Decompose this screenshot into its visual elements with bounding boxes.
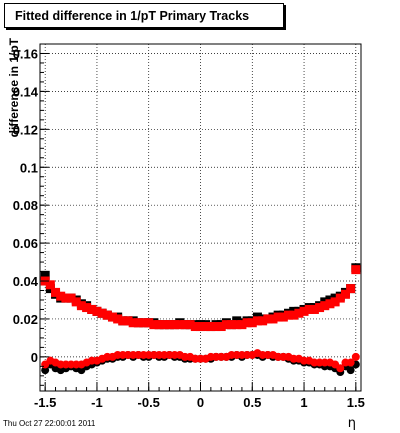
data-point-square xyxy=(315,303,325,313)
data-point-square xyxy=(40,270,50,280)
y-tick-label: 0.12 xyxy=(13,122,38,137)
data-point-square xyxy=(92,306,102,316)
data-point-square xyxy=(71,297,81,307)
data-point-square xyxy=(320,301,330,311)
data-point-circle xyxy=(336,364,345,373)
data-point-square xyxy=(330,297,340,307)
axis-ticks xyxy=(40,52,357,391)
grid-lines xyxy=(40,44,361,391)
x-tick-label: -1 xyxy=(91,395,103,410)
data-point-square xyxy=(268,314,278,324)
data-point-square xyxy=(258,316,268,326)
data-point-square xyxy=(221,320,231,330)
data-point-square xyxy=(299,306,309,316)
x-axis-label: η xyxy=(348,416,356,431)
data-point-square xyxy=(237,320,247,330)
data-point-square xyxy=(304,304,314,314)
data-point-square xyxy=(309,304,319,314)
data-point-square xyxy=(263,314,273,324)
data-point-square xyxy=(351,265,361,275)
x-tick-label: 0.5 xyxy=(243,395,261,410)
data-point-circle xyxy=(351,352,360,361)
data-point-square xyxy=(87,304,97,314)
data-point-square xyxy=(252,316,262,326)
data-point-square xyxy=(175,320,185,330)
data-point-square xyxy=(164,320,174,330)
data-point-square xyxy=(113,314,123,324)
data-point-square xyxy=(82,303,92,313)
data-point-square xyxy=(107,312,117,322)
data-point-square xyxy=(196,322,205,332)
data-point-square xyxy=(284,310,294,320)
y-tick-label: 0.04 xyxy=(13,274,39,289)
tick-labels: -1.5 -1 -0.5 0 0.5 1 1.5 0 0.02 0.04 0.06 0.08 0.1 0.… xyxy=(13,46,365,410)
data-point-square xyxy=(340,289,350,299)
data-point-square xyxy=(139,318,149,328)
data-point-square xyxy=(66,293,76,303)
data-point-square xyxy=(97,308,107,318)
data-point-square xyxy=(159,320,169,330)
data-point-square xyxy=(190,322,200,332)
data-point-square xyxy=(61,293,71,303)
data-point-square xyxy=(170,320,180,330)
data-point-square xyxy=(133,318,143,328)
y-tick-label: 0.14 xyxy=(13,84,39,99)
data-point-square xyxy=(278,312,288,322)
x-tick-label: 1.5 xyxy=(347,395,365,410)
data-point-square xyxy=(273,312,283,322)
data-point-square xyxy=(149,320,159,330)
data-point-square xyxy=(335,293,345,303)
x-tick-label: -1.5 xyxy=(34,395,56,410)
data-point-square xyxy=(56,291,66,301)
data-point-square xyxy=(118,316,128,326)
y-tick-label: 0.06 xyxy=(13,236,38,251)
data-point-square xyxy=(102,310,112,320)
x-tick-label: 0 xyxy=(197,395,204,410)
data-point-square xyxy=(180,320,190,330)
data-point-circle xyxy=(346,358,355,367)
data-point-square xyxy=(123,316,133,326)
y-tick-label: 0.02 xyxy=(13,312,38,327)
data-point-circle xyxy=(41,366,50,375)
chart-title: Fitted difference in 1/pT Primary Tracks xyxy=(15,9,250,23)
data-point-square xyxy=(232,320,242,330)
data-point-square xyxy=(154,320,164,330)
data-points xyxy=(40,263,361,377)
data-point-square xyxy=(325,299,335,309)
data-point-square xyxy=(346,284,356,294)
data-point-square xyxy=(128,318,138,328)
data-point-square xyxy=(185,320,195,330)
data-point-circle xyxy=(346,366,355,375)
data-point-square xyxy=(247,318,257,328)
data-point-square xyxy=(201,322,211,332)
data-point-square xyxy=(227,320,237,330)
data-point-square xyxy=(242,318,252,328)
y-tick-label: 0.08 xyxy=(13,198,38,213)
data-point-square xyxy=(289,310,299,320)
data-point-square xyxy=(51,287,61,297)
x-tick-label: 1 xyxy=(300,395,307,410)
y-tick-label: 0.16 xyxy=(13,46,38,61)
y-tick-label: 0.1 xyxy=(20,160,38,175)
data-point-square xyxy=(211,322,221,332)
y-tick-label: 0 xyxy=(31,350,38,365)
x-tick-label: -0.5 xyxy=(138,395,160,410)
data-point-square xyxy=(294,308,304,318)
chart-title-box: Fitted difference in 1/pT Primary Tracks xyxy=(4,3,284,28)
data-point-square xyxy=(216,322,226,332)
data-point-square xyxy=(45,280,55,290)
y-axis-label: difference in 1/pT xyxy=(7,37,21,137)
data-point-square xyxy=(206,322,216,332)
timestamp: Thu Oct 27 22:00:01 2011 xyxy=(3,419,96,428)
data-point-square xyxy=(76,301,86,311)
data-point-square xyxy=(144,318,154,328)
